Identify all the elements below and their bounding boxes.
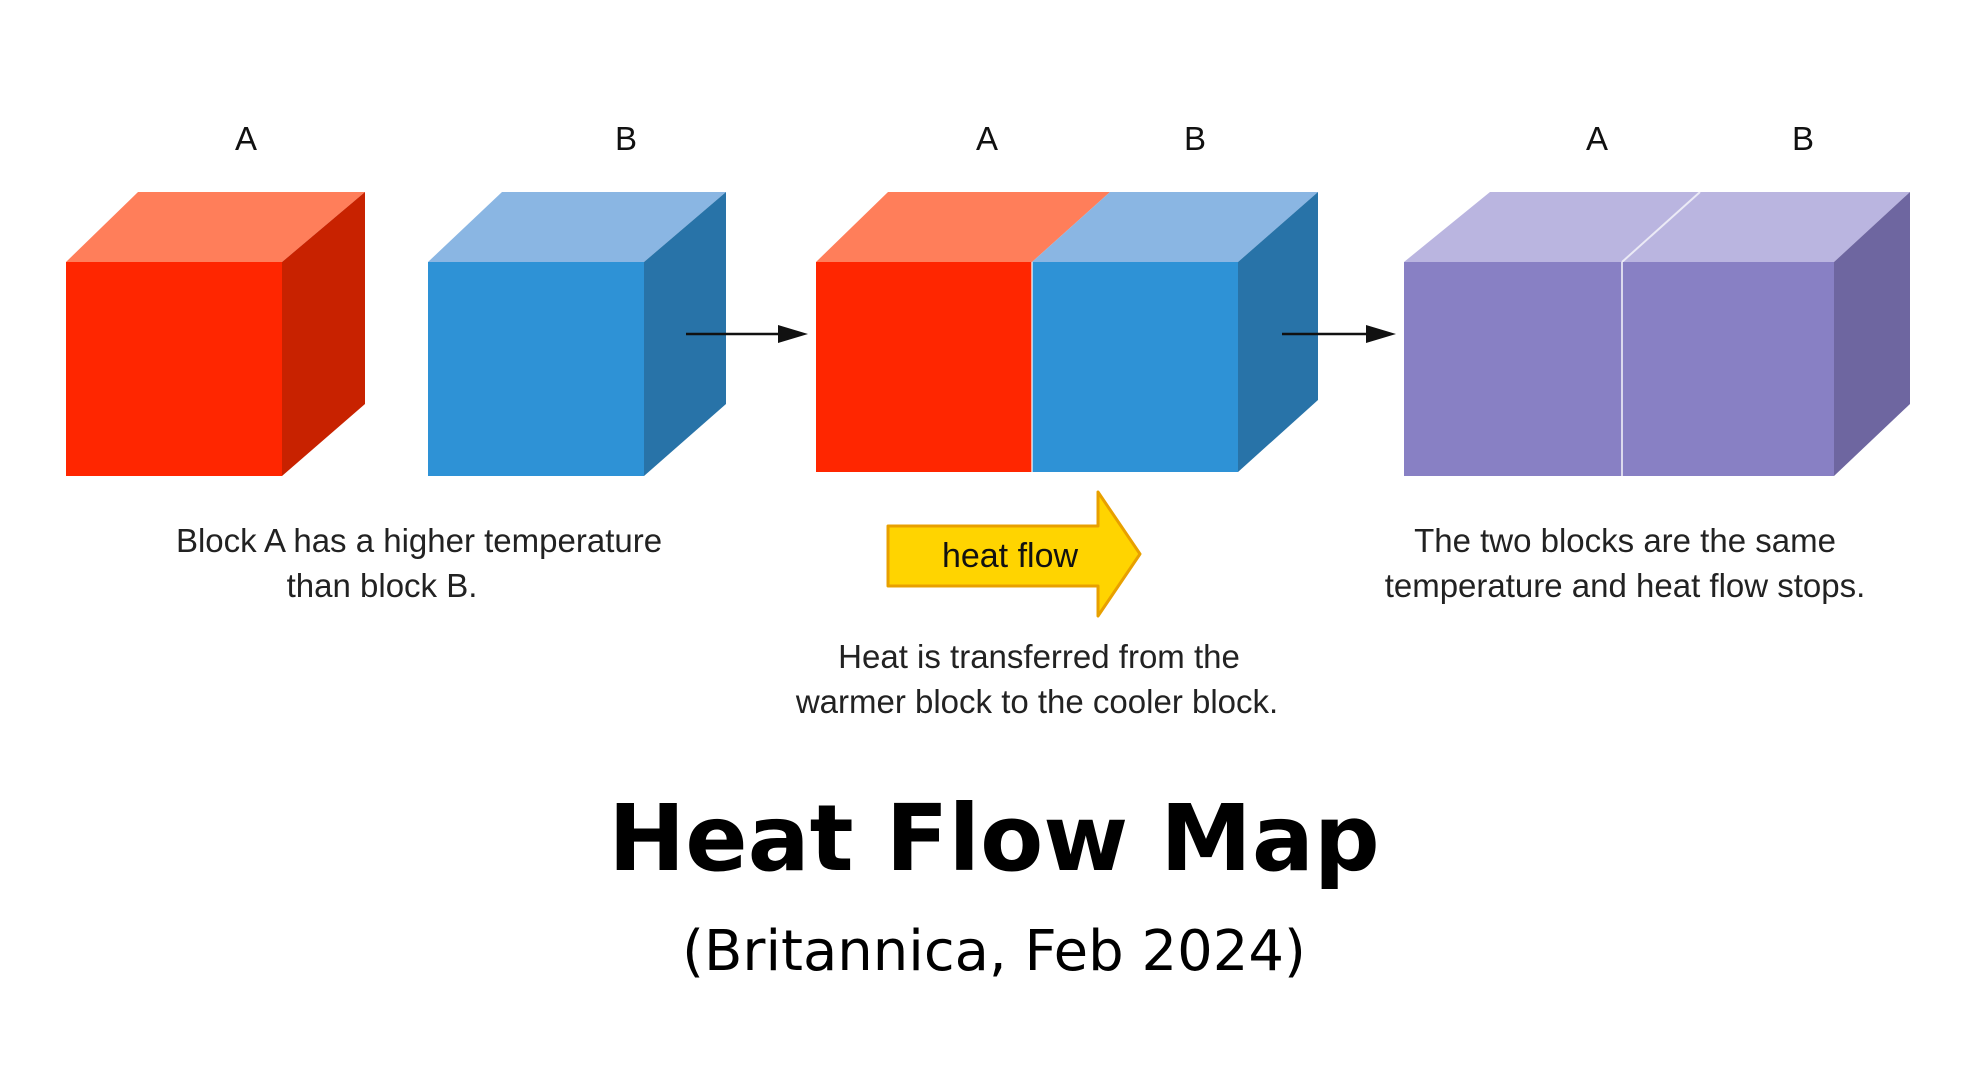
heat-flow-arrow: heat flow xyxy=(886,490,1142,618)
stage-1: A B Block A has a higher temperature tha… xyxy=(66,120,726,604)
stage1-label-a: A xyxy=(235,120,257,157)
block-front-face xyxy=(428,262,644,476)
transition-arrow-2 xyxy=(1282,325,1396,343)
stage2-block-b-front xyxy=(1032,262,1238,472)
stage3-block-a-top xyxy=(1404,192,1700,262)
stage-3: A B The two blocks are the same temperat… xyxy=(1385,120,1910,604)
stage3-label-a: A xyxy=(1586,120,1608,157)
stage3-caption-line2: temperature and heat flow stops. xyxy=(1385,567,1866,604)
stage1-caption-line2: than block B. xyxy=(287,567,478,604)
page-subtitle: (Britannica, Feb 2024) xyxy=(682,919,1306,984)
block-top-face xyxy=(428,192,726,262)
stage1-caption-line1: Block A has a higher temperature xyxy=(176,522,662,559)
stage-2: A B heat flow Heat is transferred from t… xyxy=(795,120,1318,720)
stage2-caption-line1: Heat is transferred from the xyxy=(838,638,1240,675)
stage2-caption-line2: warmer block to the cooler block. xyxy=(795,683,1278,720)
stage3-block-b-front xyxy=(1622,262,1834,476)
stage2-block-b-top xyxy=(1032,192,1318,262)
stage2-label-a: A xyxy=(976,120,998,157)
heat-flow-label: heat flow xyxy=(942,537,1079,575)
page-title: Heat Flow Map xyxy=(608,785,1380,892)
stage1-label-b: B xyxy=(615,120,637,157)
transition-arrow-1 xyxy=(686,325,808,343)
stage3-block-b-top xyxy=(1622,192,1910,262)
stage2-block-b-side xyxy=(1238,192,1318,472)
stage2-label-b: B xyxy=(1184,120,1206,157)
stage3-caption-line1: The two blocks are the same xyxy=(1414,522,1836,559)
block-top-face xyxy=(66,192,365,262)
stage2-block-a-top xyxy=(816,192,1110,262)
block-front-face xyxy=(66,262,282,476)
stage1-block-a-hot xyxy=(66,192,365,476)
stage3-label-b: B xyxy=(1792,120,1814,157)
stage3-block-b-side xyxy=(1834,192,1910,476)
stage2-block-a-front xyxy=(816,262,1032,472)
block-side-face xyxy=(282,192,365,476)
stage3-block-a-front xyxy=(1404,262,1622,476)
block-side-face xyxy=(644,192,726,476)
stage1-block-b-cold xyxy=(428,192,726,476)
